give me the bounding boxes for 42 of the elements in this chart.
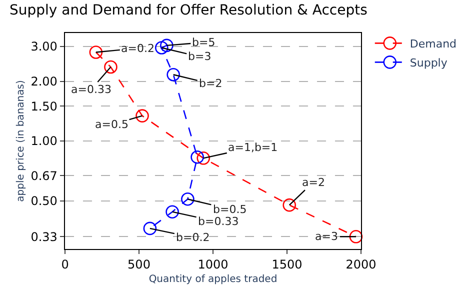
y-tick-label: 0.50 bbox=[30, 194, 58, 208]
annotation: b=0.2 bbox=[176, 231, 210, 244]
annotation: a=0.2 bbox=[121, 42, 154, 55]
annotation: b=0.5 bbox=[213, 203, 247, 216]
annotation: b=5 bbox=[192, 36, 216, 49]
annotation: a=1,b=1 bbox=[228, 141, 278, 154]
chart-title: Supply and Demand for Offer Resolution & Accepts bbox=[9, 2, 368, 18]
annotation: b=3 bbox=[188, 50, 212, 63]
x-tick-label: 0 bbox=[61, 258, 69, 272]
x-tick-label: 1500 bbox=[272, 258, 302, 272]
x-tick-label: 1000 bbox=[198, 258, 228, 272]
x-tick-label: 2000 bbox=[346, 258, 376, 272]
y-axis-title: apple price (in bananas) bbox=[16, 80, 27, 202]
y-tick-label: 3.00 bbox=[30, 39, 58, 54]
y-tick-label: 0.67 bbox=[30, 168, 58, 183]
annotation: a=0.33 bbox=[71, 83, 112, 96]
legend-label: Supply bbox=[410, 56, 448, 70]
point bbox=[181, 192, 194, 206]
point bbox=[89, 46, 103, 59]
point bbox=[143, 222, 157, 236]
point bbox=[154, 41, 168, 54]
point bbox=[136, 109, 149, 122]
annotation: a=2 bbox=[302, 176, 325, 189]
point bbox=[160, 38, 174, 52]
annotation: a=3 bbox=[315, 230, 338, 243]
y-tick-label: 2.00 bbox=[30, 74, 58, 88]
point bbox=[349, 230, 363, 244]
y-tick-label: 0.33 bbox=[30, 230, 58, 244]
annotation: b=2 bbox=[199, 77, 222, 90]
point bbox=[104, 60, 118, 74]
y-tick-label: 1.00 bbox=[30, 134, 58, 148]
point bbox=[196, 152, 210, 165]
point bbox=[282, 198, 296, 212]
point bbox=[166, 68, 180, 82]
point bbox=[190, 150, 204, 164]
annotation: a=0.5 bbox=[95, 118, 128, 131]
x-tick-label: 500 bbox=[128, 258, 150, 272]
legend-label: Demand bbox=[410, 37, 457, 50]
point bbox=[166, 205, 179, 218]
y-tick-label: 1.50 bbox=[30, 99, 58, 114]
x-axis-title: Quantity of apples traded bbox=[148, 274, 278, 286]
annotation: b=0.33 bbox=[198, 215, 239, 228]
